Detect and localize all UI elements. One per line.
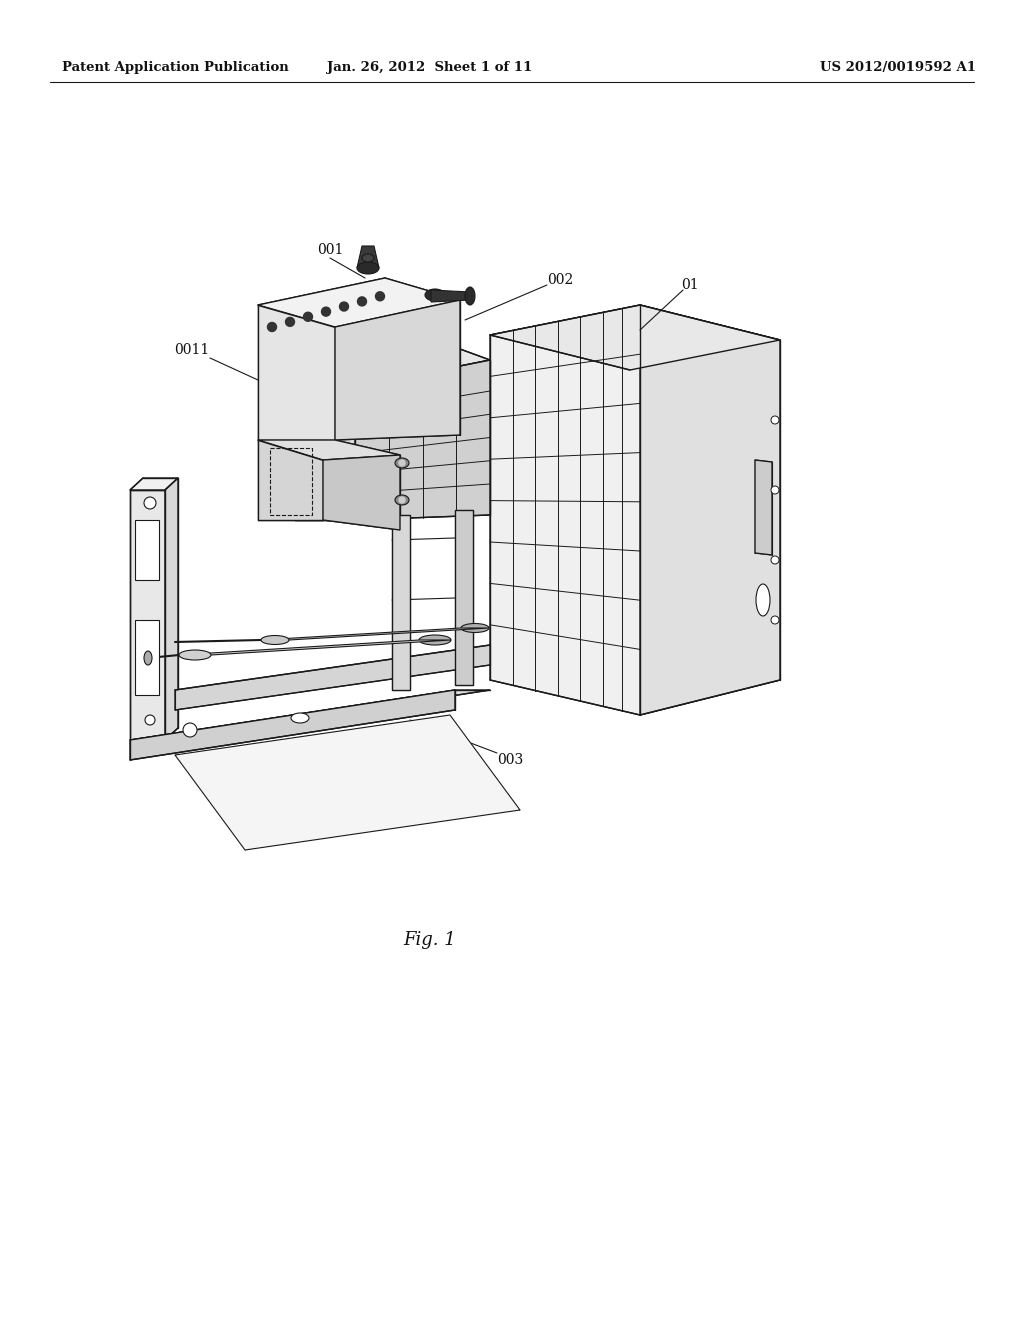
Circle shape bbox=[303, 313, 312, 321]
Ellipse shape bbox=[179, 649, 211, 660]
Circle shape bbox=[145, 715, 155, 725]
Polygon shape bbox=[357, 246, 379, 268]
Polygon shape bbox=[431, 290, 470, 302]
Polygon shape bbox=[295, 366, 355, 520]
Polygon shape bbox=[261, 628, 489, 640]
Text: 001: 001 bbox=[316, 243, 343, 257]
Polygon shape bbox=[258, 440, 323, 520]
Ellipse shape bbox=[419, 635, 451, 645]
Polygon shape bbox=[640, 305, 780, 715]
Text: 01: 01 bbox=[681, 279, 698, 292]
Polygon shape bbox=[130, 690, 490, 741]
Bar bbox=[135, 620, 159, 696]
Text: Patent Application Publication: Patent Application Publication bbox=[62, 62, 289, 74]
Polygon shape bbox=[355, 360, 490, 520]
Polygon shape bbox=[175, 715, 520, 850]
Ellipse shape bbox=[756, 583, 770, 616]
Polygon shape bbox=[175, 645, 490, 710]
Text: 0011: 0011 bbox=[174, 343, 210, 356]
Ellipse shape bbox=[362, 253, 374, 261]
Circle shape bbox=[183, 723, 197, 737]
Polygon shape bbox=[165, 478, 178, 741]
Polygon shape bbox=[323, 455, 400, 531]
Text: Jan. 26, 2012  Sheet 1 of 11: Jan. 26, 2012 Sheet 1 of 11 bbox=[328, 62, 532, 74]
Ellipse shape bbox=[261, 635, 289, 644]
Circle shape bbox=[144, 498, 156, 510]
Polygon shape bbox=[258, 279, 460, 327]
Polygon shape bbox=[490, 305, 780, 715]
Circle shape bbox=[357, 297, 367, 306]
Polygon shape bbox=[335, 300, 460, 440]
Polygon shape bbox=[455, 510, 473, 685]
Circle shape bbox=[771, 416, 779, 424]
Ellipse shape bbox=[425, 289, 445, 301]
Circle shape bbox=[399, 459, 406, 466]
Circle shape bbox=[771, 556, 779, 564]
Polygon shape bbox=[179, 640, 451, 655]
Ellipse shape bbox=[395, 495, 409, 506]
Ellipse shape bbox=[357, 261, 379, 275]
Ellipse shape bbox=[395, 458, 409, 469]
Polygon shape bbox=[130, 490, 165, 741]
Circle shape bbox=[340, 302, 348, 312]
Polygon shape bbox=[258, 305, 335, 440]
Polygon shape bbox=[755, 459, 772, 554]
Polygon shape bbox=[490, 305, 780, 370]
Polygon shape bbox=[258, 440, 400, 459]
Bar bbox=[135, 520, 159, 579]
Text: 002: 002 bbox=[547, 273, 573, 286]
Text: Fig. 1: Fig. 1 bbox=[403, 931, 457, 949]
Circle shape bbox=[267, 322, 276, 331]
Ellipse shape bbox=[291, 713, 309, 723]
Polygon shape bbox=[392, 515, 410, 690]
Circle shape bbox=[771, 616, 779, 624]
Polygon shape bbox=[130, 690, 455, 760]
Ellipse shape bbox=[144, 651, 152, 665]
Text: 003: 003 bbox=[497, 752, 523, 767]
Polygon shape bbox=[130, 478, 178, 490]
Text: US 2012/0019592 A1: US 2012/0019592 A1 bbox=[820, 62, 976, 74]
Circle shape bbox=[286, 317, 295, 326]
Circle shape bbox=[376, 292, 384, 301]
Polygon shape bbox=[295, 338, 490, 387]
Circle shape bbox=[399, 498, 406, 503]
Circle shape bbox=[771, 486, 779, 494]
Ellipse shape bbox=[461, 623, 489, 632]
Ellipse shape bbox=[465, 286, 475, 305]
Circle shape bbox=[322, 308, 331, 317]
